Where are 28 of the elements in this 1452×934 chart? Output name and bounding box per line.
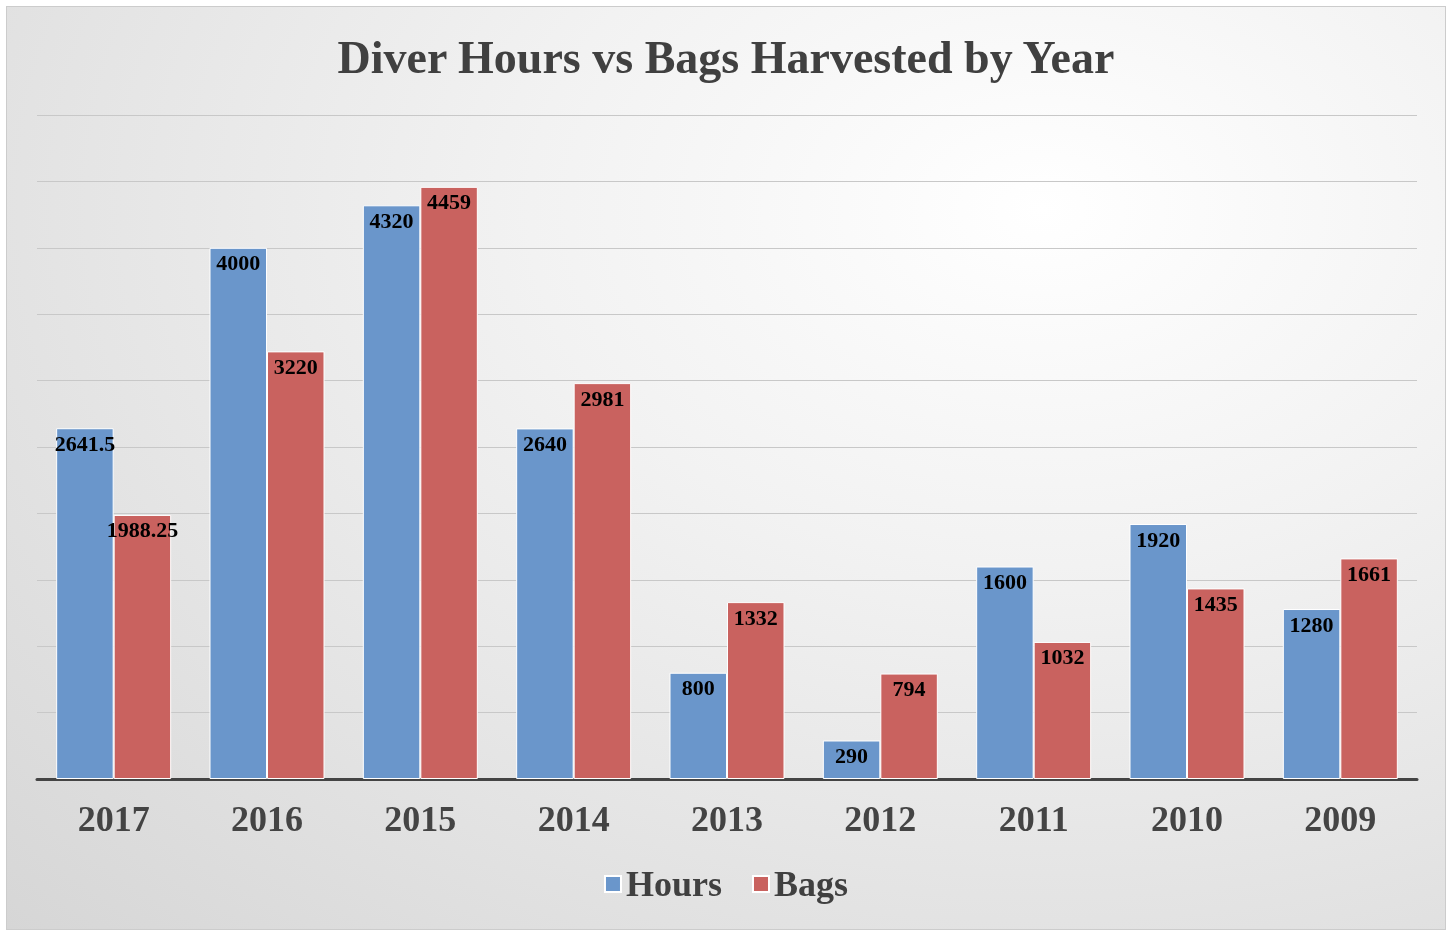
data-label: 794 [892,676,926,702]
data-label: 2640 [522,430,567,456]
data-label: 4320 [369,207,414,233]
data-label: 1435 [1193,590,1238,616]
x-tick-label: 2016 [231,799,303,839]
x-tick-label: 2009 [1304,799,1377,839]
data-label: 4459 [427,189,472,215]
x-tick-label: 2015 [384,799,457,839]
data-label: 1280 [1289,611,1334,637]
legend-label: Bags [774,864,849,904]
x-tick-label: 2017 [77,799,150,839]
data-label: 3220 [273,353,318,379]
x-tick-label: 2013 [691,799,763,839]
data-label: 4000 [216,250,261,276]
x-tick-label: 2014 [537,799,610,839]
x-tick-label: 2010 [1151,799,1223,839]
data-label: 1332 [733,604,778,630]
legend-label: Hours [625,864,722,904]
data-label: 1920 [1136,526,1181,552]
data-label: 800 [681,675,715,701]
data-label: 1600 [982,569,1027,595]
data-label: 2981 [580,385,625,411]
data-label: 1661 [1347,560,1392,586]
x-tick-label: 2012 [844,799,917,839]
x-tick-label: 2011 [998,799,1069,839]
chart-title: Diver Hours vs Bags Harvested by Year [337,31,1115,83]
data-label: 1032 [1040,644,1085,670]
data-label: 290 [835,742,869,768]
